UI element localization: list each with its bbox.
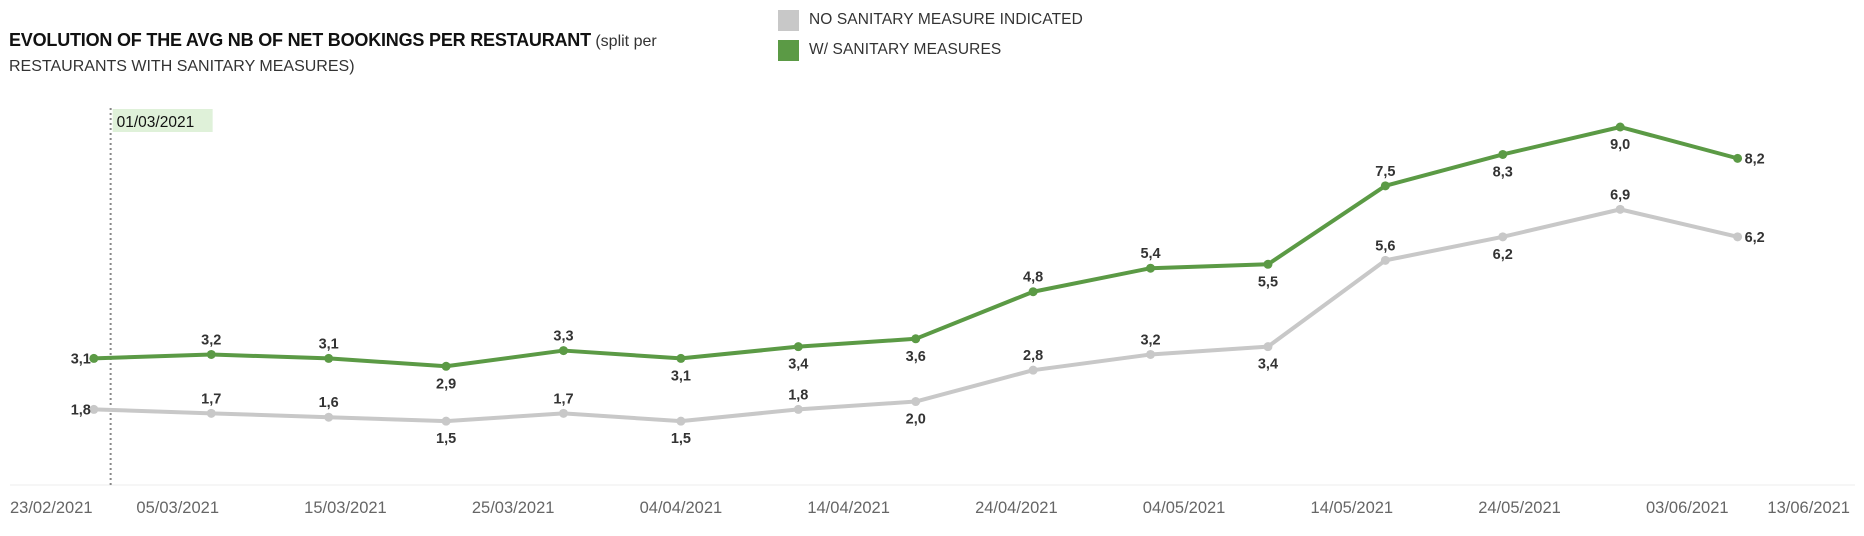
data-point bbox=[89, 353, 99, 363]
data-point bbox=[1498, 149, 1508, 159]
x-tick-label: 25/03/2021 bbox=[472, 499, 555, 517]
data-label: 7,5 bbox=[1375, 164, 1395, 180]
data-label: 1,5 bbox=[436, 431, 456, 447]
data-point bbox=[793, 404, 803, 414]
x-tick-label: 15/03/2021 bbox=[304, 499, 387, 517]
data-label: 1,8 bbox=[788, 387, 808, 403]
chart-title-block: EVOLUTION OF THE AVG NB OF NET BOOKINGS … bbox=[9, 28, 709, 79]
x-tick-label: 24/05/2021 bbox=[1478, 499, 1561, 517]
x-tick-label: 14/05/2021 bbox=[1311, 499, 1394, 517]
data-point bbox=[676, 353, 686, 363]
data-label: 3,1 bbox=[671, 368, 691, 384]
data-label: 3,6 bbox=[906, 349, 926, 365]
data-point bbox=[676, 416, 686, 426]
data-label: 3,2 bbox=[201, 332, 221, 348]
data-label: 3,4 bbox=[788, 357, 808, 373]
data-point bbox=[206, 408, 216, 418]
x-tick-label: 13/06/2021 bbox=[1767, 499, 1850, 517]
data-point bbox=[559, 408, 568, 418]
legend-item-sanitary[interactable]: W/ SANITARY MEASURES bbox=[778, 35, 1083, 65]
x-tick-label: 03/06/2021 bbox=[1646, 499, 1729, 517]
series-line-1 bbox=[91, 125, 1740, 369]
data-point bbox=[324, 353, 334, 363]
data-label: 1,8 bbox=[71, 402, 91, 418]
data-label: 1,5 bbox=[671, 431, 691, 447]
data-label: 1,7 bbox=[201, 391, 221, 407]
data-point bbox=[1615, 204, 1625, 214]
legend-label-sanitary: W/ SANITARY MEASURES bbox=[809, 41, 1002, 58]
data-point bbox=[1028, 287, 1038, 297]
x-tick-label: 05/03/2021 bbox=[136, 499, 219, 517]
data-point bbox=[441, 361, 451, 371]
reference-label: 01/03/2021 bbox=[117, 114, 195, 131]
x-tick-label: 04/04/2021 bbox=[640, 499, 723, 517]
data-label: 3,3 bbox=[553, 329, 573, 345]
series-line-0 bbox=[91, 207, 1740, 424]
data-point bbox=[559, 346, 568, 356]
data-point bbox=[1380, 255, 1390, 265]
data-label: 6,2 bbox=[1745, 230, 1765, 246]
data-label: 3,1 bbox=[71, 351, 91, 367]
x-tick-label: 14/04/2021 bbox=[807, 499, 890, 517]
data-label: 3,2 bbox=[1140, 332, 1160, 348]
data-point bbox=[1263, 342, 1273, 352]
data-point bbox=[911, 397, 921, 407]
chart-subtitle: (split per RESTAURANTS WITH SANITARY MEA… bbox=[9, 33, 657, 75]
data-label: 8,2 bbox=[1745, 151, 1765, 167]
data-label: 4,8 bbox=[1023, 270, 1043, 286]
data-label: 2,9 bbox=[436, 376, 456, 392]
data-label: 5,5 bbox=[1258, 274, 1278, 290]
data-point bbox=[324, 412, 334, 422]
data-point bbox=[1380, 181, 1390, 191]
data-point bbox=[1498, 232, 1508, 242]
data-label: 2,0 bbox=[906, 412, 926, 428]
legend-swatch-sanitary bbox=[778, 39, 799, 61]
x-tick-label: 24/04/2021 bbox=[975, 499, 1058, 517]
reference-label-bg bbox=[112, 109, 213, 132]
data-point bbox=[1028, 365, 1038, 375]
x-tick-label: 23/02/2021 bbox=[10, 499, 93, 517]
data-point bbox=[206, 349, 216, 359]
data-label: 6,9 bbox=[1610, 187, 1630, 203]
data-point bbox=[1263, 259, 1273, 269]
chart-title: EVOLUTION OF THE AVG NB OF NET BOOKINGS … bbox=[9, 30, 591, 50]
data-label: 1,7 bbox=[553, 391, 573, 407]
data-point bbox=[89, 404, 99, 414]
data-label: 1,6 bbox=[319, 395, 339, 411]
legend-item-no-sanitary[interactable]: NO SANITARY MEASURE INDICATED bbox=[778, 5, 1083, 35]
data-label: 3,4 bbox=[1258, 357, 1278, 373]
data-point bbox=[441, 416, 451, 426]
data-label: 8,3 bbox=[1493, 164, 1513, 180]
data-point bbox=[1733, 153, 1743, 163]
data-label: 3,1 bbox=[319, 336, 339, 352]
data-point bbox=[1733, 232, 1743, 242]
data-point bbox=[793, 342, 803, 352]
legend-swatch-no-sanitary bbox=[778, 9, 799, 31]
legend-label-no-sanitary: NO SANITARY MEASURE INDICATED bbox=[809, 11, 1083, 28]
x-tick-label: 04/05/2021 bbox=[1143, 499, 1226, 517]
data-label: 6,2 bbox=[1493, 247, 1513, 263]
data-point bbox=[911, 334, 921, 344]
data-point bbox=[1146, 349, 1156, 359]
legend: NO SANITARY MEASURE INDICATED W/ SANITAR… bbox=[778, 5, 1083, 65]
data-label: 2,8 bbox=[1023, 348, 1043, 364]
data-point bbox=[1146, 263, 1156, 273]
data-label: 5,6 bbox=[1375, 238, 1395, 254]
data-label: 9,0 bbox=[1610, 137, 1630, 153]
data-label: 5,4 bbox=[1140, 246, 1160, 262]
data-point bbox=[1615, 122, 1625, 132]
